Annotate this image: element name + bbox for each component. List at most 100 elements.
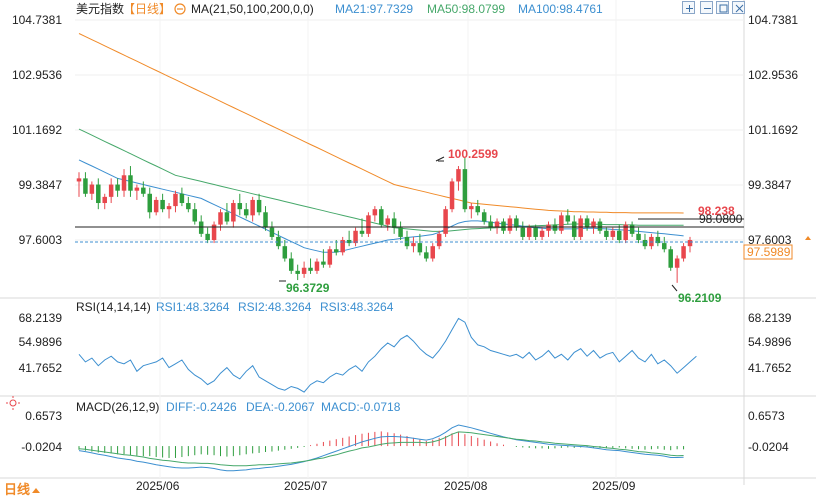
zoom-out-button[interactable] (700, 1, 713, 14)
candle (584, 215, 590, 231)
current-price-badge (743, 244, 793, 260)
zoom-in-button[interactable] (682, 1, 695, 14)
candle (623, 221, 628, 244)
price-tick: 104.7381 (12, 13, 62, 27)
low-annotation-1: 96.3729 (286, 281, 330, 295)
candle (424, 246, 429, 262)
candle-body (391, 218, 397, 228)
candle-body (571, 221, 577, 237)
candle-body (674, 258, 680, 268)
candle-body (623, 224, 628, 241)
candle-body (147, 193, 152, 213)
candle-body (327, 249, 333, 265)
candle (481, 209, 487, 225)
candle-body (295, 270, 300, 274)
close-button[interactable] (732, 1, 745, 14)
candle (372, 206, 378, 222)
candle (334, 240, 339, 256)
candle (610, 227, 616, 241)
candle (571, 215, 577, 241)
candle (674, 255, 680, 283)
svg-text:0.6573: 0.6573 (25, 409, 62, 423)
period-label[interactable]: 【日线】 (123, 2, 171, 16)
price-tick: 102.9536 (12, 68, 62, 82)
rsi-panel (78, 317, 697, 393)
candle-body (334, 249, 339, 253)
period-tab[interactable]: 日线 (4, 482, 30, 497)
candle (591, 218, 596, 234)
candle (301, 261, 307, 278)
candle-body (681, 246, 686, 259)
candle (308, 258, 313, 274)
candle-body (314, 261, 320, 271)
rsi2-value: RSI2:48.3264 (238, 300, 312, 314)
candle-body (481, 212, 487, 222)
candle (76, 172, 82, 197)
candle (211, 221, 217, 244)
fullscreen-button[interactable] (716, 1, 729, 14)
candle-body (662, 243, 667, 250)
candle (205, 227, 210, 244)
candle (398, 221, 403, 241)
zoom-out-icon (704, 8, 711, 9)
sun-icon[interactable] (6, 396, 20, 410)
chevron-up-icon[interactable] (32, 488, 40, 493)
svg-text:41.7652: 41.7652 (19, 361, 63, 375)
candle (173, 190, 178, 213)
candle-body (372, 209, 378, 216)
ma-params-label: MA(21,50,100,200,0,0) (191, 2, 314, 16)
ma50-value: MA50:98.0799 (427, 2, 505, 16)
candle-body (552, 224, 558, 231)
candle-body (250, 199, 255, 216)
candle-body (128, 175, 133, 191)
candle-body (514, 218, 519, 228)
candle-body (96, 184, 101, 204)
svg-text:68.2139: 68.2139 (19, 311, 63, 325)
candles (76, 158, 693, 283)
candle (617, 224, 622, 244)
candle (160, 193, 165, 213)
candle (353, 227, 358, 247)
candle-body (578, 218, 583, 237)
fullscreen-icon (719, 4, 728, 13)
rsi3-value: RSI3:48.3264 (320, 300, 394, 314)
candle-body (211, 224, 217, 241)
candle-body (655, 236, 661, 244)
candle (539, 227, 545, 241)
low-annotation-2: 96.2109 (678, 291, 722, 305)
candle (89, 181, 95, 200)
candle-body (224, 212, 230, 222)
candle-body (256, 199, 262, 213)
candle-body (668, 249, 673, 268)
rsi-axis: 68.2139 54.9896 41.7652 68.2139 54.9896 … (19, 311, 792, 375)
high-annotation: 100.2599 (448, 147, 498, 161)
candle-body (134, 187, 140, 191)
candle (552, 218, 558, 234)
price-tick-right: 101.1692 (748, 123, 798, 137)
candle-body (102, 196, 107, 204)
candle-body (436, 233, 442, 247)
settings-icon[interactable] (174, 3, 186, 15)
candle (96, 178, 101, 210)
svg-text:2025/07: 2025/07 (284, 479, 328, 493)
caret-up-icon[interactable] (805, 236, 811, 240)
candle (269, 221, 275, 241)
candle (411, 236, 416, 253)
candle (295, 264, 300, 281)
candle (256, 193, 262, 216)
svg-text:54.9896: 54.9896 (748, 335, 792, 349)
candle (359, 218, 365, 237)
candle (462, 158, 468, 213)
candle (494, 218, 500, 234)
candle (449, 178, 455, 213)
current-price-value: 97.5989 (747, 245, 791, 259)
ma21-value: MA21:97.7329 (335, 2, 413, 16)
symbol-title: 美元指数 (76, 1, 124, 16)
candle (243, 203, 249, 219)
candle (224, 203, 230, 225)
candle (321, 249, 326, 268)
candle (237, 193, 243, 216)
rsi-line (78, 317, 697, 393)
candle-body (282, 246, 288, 259)
